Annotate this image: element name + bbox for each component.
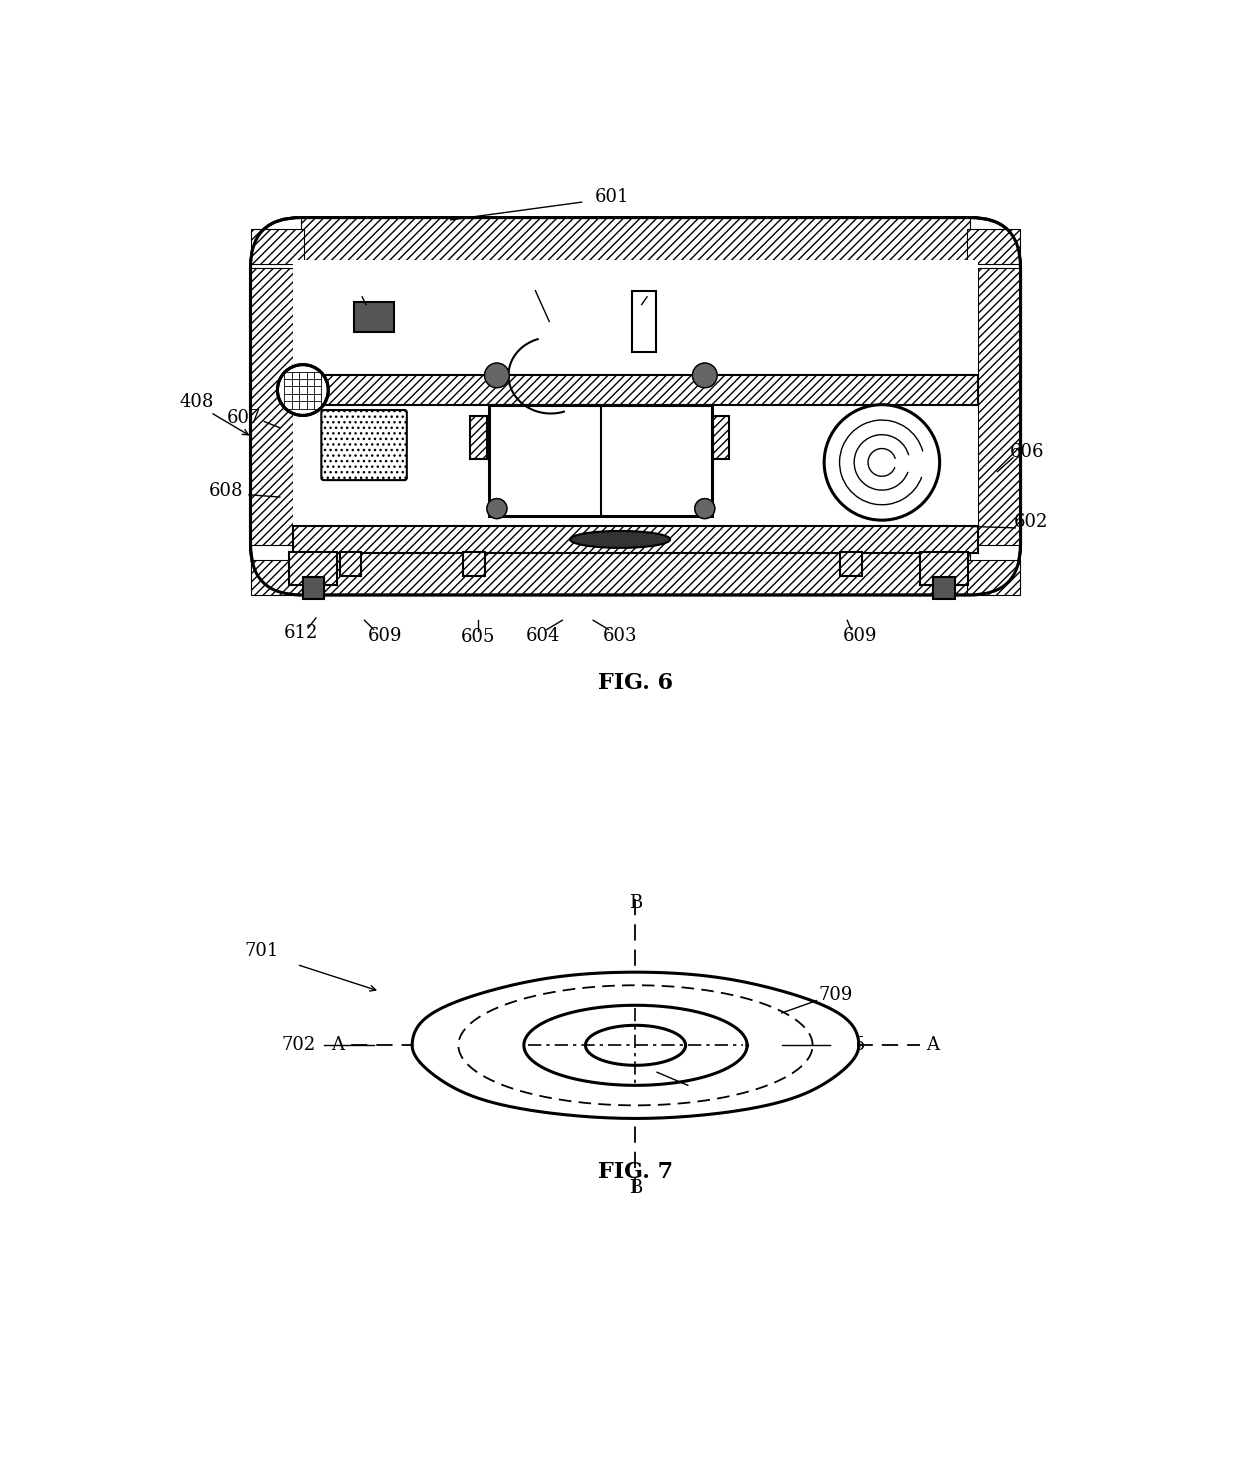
FancyBboxPatch shape xyxy=(250,218,1021,594)
Text: 605: 605 xyxy=(460,628,495,647)
Bar xyxy=(463,552,485,575)
Bar xyxy=(293,260,978,375)
Bar xyxy=(967,229,1021,264)
Text: 603: 603 xyxy=(603,626,637,645)
Bar xyxy=(470,416,487,458)
Text: 105: 105 xyxy=(832,1037,867,1054)
Ellipse shape xyxy=(570,531,670,548)
Text: 604: 604 xyxy=(526,626,560,645)
Circle shape xyxy=(694,499,714,518)
Circle shape xyxy=(487,499,507,518)
Bar xyxy=(340,552,361,575)
Bar xyxy=(490,404,713,517)
Bar xyxy=(293,260,978,552)
Bar xyxy=(303,577,325,599)
Text: 613: 613 xyxy=(634,280,668,298)
Bar xyxy=(293,375,978,404)
Bar xyxy=(631,291,656,352)
Polygon shape xyxy=(523,1006,748,1085)
Bar xyxy=(300,218,971,260)
Text: 102: 102 xyxy=(693,1079,728,1096)
Circle shape xyxy=(485,364,510,388)
Bar xyxy=(967,561,1021,594)
Bar xyxy=(250,267,293,545)
Bar xyxy=(300,552,971,594)
Circle shape xyxy=(825,404,940,520)
Text: FIG. 6: FIG. 6 xyxy=(598,673,673,695)
Text: B: B xyxy=(629,894,642,911)
Bar xyxy=(920,552,968,585)
Text: A: A xyxy=(926,1037,940,1054)
Bar xyxy=(355,302,394,331)
Text: 608: 608 xyxy=(208,482,243,499)
Text: 610: 610 xyxy=(332,280,366,298)
Text: 606: 606 xyxy=(1009,444,1044,461)
Text: B: B xyxy=(629,1180,642,1197)
Bar xyxy=(250,561,304,594)
Bar xyxy=(978,267,1021,545)
Circle shape xyxy=(692,364,717,388)
Text: FIG. 7: FIG. 7 xyxy=(598,1161,673,1184)
Circle shape xyxy=(278,365,329,416)
Text: 609: 609 xyxy=(843,626,878,645)
Bar xyxy=(713,416,729,458)
Text: 601: 601 xyxy=(595,188,630,206)
Text: 609: 609 xyxy=(368,626,403,645)
Text: 701: 701 xyxy=(244,942,279,961)
Text: 611: 611 xyxy=(501,274,536,292)
Text: 602: 602 xyxy=(1013,512,1048,530)
Bar xyxy=(293,526,978,552)
Text: 607: 607 xyxy=(227,409,262,426)
Bar xyxy=(934,577,955,599)
Bar xyxy=(289,552,337,585)
Bar xyxy=(250,229,304,264)
Text: 408: 408 xyxy=(180,393,215,412)
FancyBboxPatch shape xyxy=(321,410,407,480)
Polygon shape xyxy=(585,1025,686,1066)
Bar xyxy=(293,404,978,552)
Polygon shape xyxy=(412,972,859,1118)
Text: 709: 709 xyxy=(818,987,853,1004)
Text: 612: 612 xyxy=(284,625,317,642)
Bar xyxy=(841,552,862,575)
Text: A: A xyxy=(331,1037,345,1054)
Text: 702: 702 xyxy=(281,1037,316,1054)
